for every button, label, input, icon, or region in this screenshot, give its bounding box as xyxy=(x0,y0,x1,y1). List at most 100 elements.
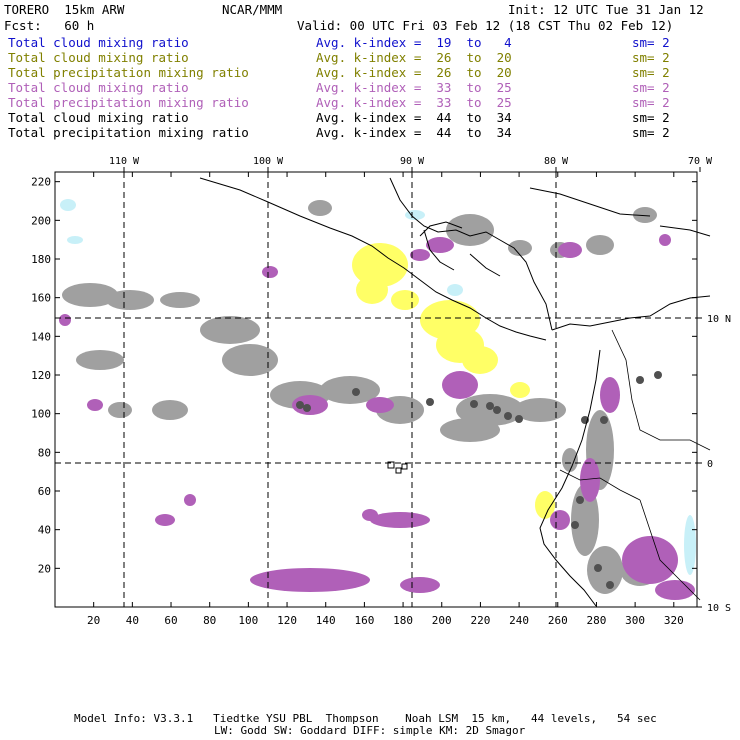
legend-sm: sm= 2 xyxy=(632,95,670,110)
gray-cloud-area xyxy=(320,376,380,404)
model-info-line1: Model Info: V3.3.1 Tiedtke YSU PBL Thomp… xyxy=(74,712,657,725)
legend-kindex: Avg. k-index = 44 to 34 xyxy=(316,125,512,140)
purple-cloud-area xyxy=(426,237,454,253)
gray-cloud-area xyxy=(160,292,200,308)
galapagos-island xyxy=(395,467,402,474)
y-tick-label: 120 xyxy=(31,369,51,382)
cyan-cloud-area xyxy=(60,199,76,211)
border-colombia xyxy=(611,329,711,451)
dark-cloud-core xyxy=(654,371,662,379)
border-peru xyxy=(639,499,701,601)
legend-kindex: Avg. k-index = 19 to 4 xyxy=(316,35,512,50)
dark-cloud-core xyxy=(470,400,478,408)
yellow-cloud-area xyxy=(352,243,408,287)
dark-cloud-core xyxy=(594,564,602,572)
cloud-fields xyxy=(59,199,696,600)
x-tick-label: 180 xyxy=(393,614,413,627)
forecast-hour: Fcst: 60 h xyxy=(4,18,95,33)
cyan-cloud-area xyxy=(447,284,463,296)
border-guatemala xyxy=(423,229,455,271)
galapagos-island xyxy=(387,461,395,469)
dark-cloud-core xyxy=(486,402,494,410)
purple-cloud-area xyxy=(550,510,570,530)
legend-sm: sm= 2 xyxy=(632,65,670,80)
longitude-label: 90 W xyxy=(400,156,425,167)
longitude-label: 80 W xyxy=(544,156,569,167)
purple-cloud-area xyxy=(370,512,430,528)
x-tick-label: 220 xyxy=(470,614,490,627)
latitude-label: 10 S xyxy=(707,603,731,614)
dark-cloud-core xyxy=(636,376,644,384)
longitude-label: 100 W xyxy=(253,156,284,167)
gray-cloud-area xyxy=(62,283,118,307)
yellow-cloud-area xyxy=(356,276,388,304)
border-ecuador xyxy=(559,469,641,501)
y-tick-label: 220 xyxy=(31,176,51,189)
y-tick-label: 100 xyxy=(31,408,51,421)
y-tick-label: 200 xyxy=(31,214,51,227)
cyan-cloud-area xyxy=(67,236,83,244)
legend-field: Total cloud mixing ratio xyxy=(8,110,189,125)
longitude-label: 110 W xyxy=(109,156,140,167)
gray-cloud-area xyxy=(508,240,532,256)
gray-cloud-area xyxy=(106,290,154,310)
yellow-cloud-area xyxy=(510,382,530,398)
purple-cloud-area xyxy=(362,509,378,521)
purple-cloud-area xyxy=(250,568,370,592)
dark-cloud-core xyxy=(576,496,584,504)
gray-cloud-area xyxy=(587,546,623,594)
border-honduras xyxy=(469,253,501,277)
purple-cloud-area xyxy=(580,458,600,502)
purple-cloud-area xyxy=(622,536,678,584)
gray-cloud-area xyxy=(308,200,332,216)
y-tick-label: 160 xyxy=(31,292,51,305)
gray-cloud-area xyxy=(152,400,188,420)
coastline-south-america xyxy=(539,349,601,607)
purple-cloud-area xyxy=(410,249,430,261)
legend-field: Total cloud mixing ratio xyxy=(8,80,189,95)
legend-sm: sm= 2 xyxy=(632,125,670,140)
legend-sm: sm= 2 xyxy=(632,80,670,95)
x-tick-label: 200 xyxy=(432,614,452,627)
legend-kindex: Avg. k-index = 33 to 25 xyxy=(316,80,512,95)
cyan-cloud-area xyxy=(405,210,425,220)
legend-kindex: Avg. k-index = 44 to 34 xyxy=(316,110,512,125)
purple-cloud-area xyxy=(184,494,196,506)
purple-cloud-area xyxy=(659,234,671,246)
legend-kindex: Avg. k-index = 33 to 25 xyxy=(316,95,512,110)
gray-cloud-area xyxy=(200,316,260,344)
gray-cloud-area xyxy=(586,235,614,255)
x-tick-label: 40 xyxy=(126,614,139,627)
gray-cloud-area xyxy=(633,207,657,223)
x-tick-label: 100 xyxy=(238,614,258,627)
organization-label: NCAR/MMM xyxy=(222,2,283,17)
dark-cloud-core xyxy=(515,415,523,423)
legend-field: Total precipitation mixing ratio xyxy=(8,65,249,80)
purple-cloud-area xyxy=(366,397,394,413)
dark-cloud-core xyxy=(352,388,360,396)
y-tick-label: 60 xyxy=(38,485,51,498)
init-time: Init: 12 UTC Tue 31 Jan 12 xyxy=(508,2,704,17)
purple-cloud-area xyxy=(262,266,278,278)
x-tick-label: 280 xyxy=(587,614,607,627)
x-tick-label: 80 xyxy=(203,614,216,627)
x-tick-label: 140 xyxy=(316,614,336,627)
gray-cloud-area xyxy=(562,448,578,472)
gray-cloud-area xyxy=(446,214,494,246)
y-tick-label: 20 xyxy=(38,562,51,575)
legend-field: Total cloud mixing ratio xyxy=(8,35,189,50)
x-tick-label: 240 xyxy=(509,614,529,627)
yellow-cloud-area xyxy=(535,491,555,519)
purple-cloud-area xyxy=(87,399,103,411)
x-tick-label: 160 xyxy=(354,614,374,627)
legend-field: Total precipitation mixing ratio xyxy=(8,125,249,140)
dark-cloud-core xyxy=(571,521,579,529)
galapagos-island xyxy=(401,463,408,470)
gray-cloud-area xyxy=(222,344,278,376)
model-title: TORERO 15km ARW xyxy=(4,2,125,17)
dark-cloud-core xyxy=(303,404,311,412)
model-info-line2: LW: Godd SW: Goddard DIFF: simple KM: 2D… xyxy=(214,724,526,737)
x-tick-label: 120 xyxy=(277,614,297,627)
legend-field: Total precipitation mixing ratio xyxy=(8,95,249,110)
